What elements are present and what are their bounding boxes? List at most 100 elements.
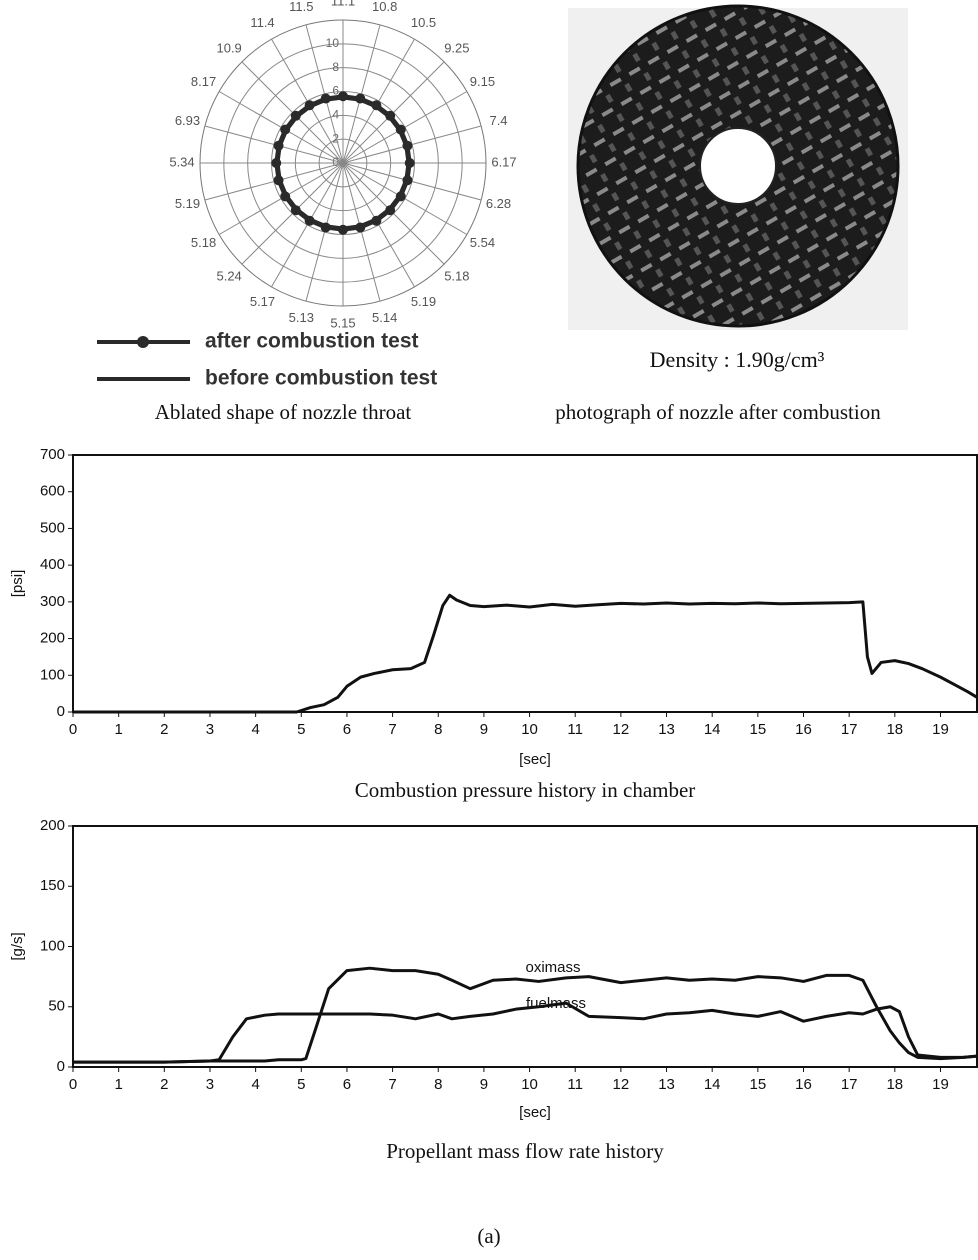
- angle-label: 5.14: [372, 310, 397, 325]
- x-tick-label: 16: [795, 1076, 812, 1093]
- y-tick-label: 600: [40, 483, 65, 500]
- y-tick-label: 300: [40, 593, 65, 610]
- chart-caption: Propellant mass flow rate history: [386, 1139, 664, 1163]
- series-line: [73, 595, 977, 712]
- x-tick-label: 15: [750, 1076, 767, 1093]
- x-tick-label: 13: [658, 1076, 675, 1093]
- r-tick-label: 10: [326, 36, 340, 50]
- r-tick-label: 4: [332, 108, 339, 122]
- angle-label: 11.4: [250, 15, 274, 30]
- x-tick-label: 1: [114, 1076, 122, 1093]
- angle-label: 10.5: [411, 15, 436, 30]
- nozzle-photo: [568, 6, 908, 330]
- angle-label: 5.15: [330, 315, 355, 330]
- photo-caption: Density : 1.90g/cm³: [650, 347, 825, 372]
- x-tick-label: 15: [750, 721, 767, 738]
- x-tick-label: 11: [567, 721, 583, 738]
- angle-label: 6.28: [486, 196, 511, 211]
- x-tick-label: 5: [297, 1076, 305, 1093]
- legend-label: after combustion test: [205, 330, 419, 353]
- y-tick-label: 200: [40, 630, 65, 647]
- x-tick-label: 12: [613, 1076, 630, 1093]
- x-tick-label: 0: [69, 721, 77, 738]
- x-tick-label: 2: [160, 721, 168, 738]
- x-tick-label: 0: [69, 1076, 77, 1093]
- series-line: [73, 1003, 977, 1062]
- x-tick-label: 1: [114, 721, 122, 738]
- photo-title: photograph of nozzle after combustion: [555, 400, 881, 424]
- angle-label: 5.34: [169, 154, 194, 169]
- x-tick-label: 11: [567, 1076, 583, 1093]
- figure-label: (a): [477, 1224, 500, 1248]
- figure: Density : 1.90g/cm³ photograph of nozzle…: [0, 0, 978, 1260]
- y-tick-label: 0: [57, 1058, 65, 1075]
- plot-frame: [73, 455, 977, 712]
- x-tick-label: 14: [704, 721, 721, 738]
- x-tick-label: 8: [434, 1076, 442, 1093]
- y-tick-label: 400: [40, 556, 65, 573]
- angle-label: 5.18: [191, 235, 216, 250]
- chart-caption: Combustion pressure history in chamber: [355, 778, 696, 802]
- angle-label: 5.18: [444, 268, 469, 283]
- x-tick-label: 12: [613, 721, 630, 738]
- legend-marker: [137, 336, 149, 348]
- angle-label: 11.5: [289, 0, 313, 14]
- y-tick-label: 0: [57, 703, 65, 720]
- x-tick-label: 18: [886, 1076, 903, 1093]
- angle-label: 9.15: [470, 74, 495, 89]
- x-tick-label: 9: [480, 1076, 488, 1093]
- x-tick-label: 19: [932, 721, 949, 738]
- series-label: fuelmass: [526, 995, 586, 1012]
- angle-label: 10.8: [372, 0, 397, 14]
- angle-label: 5.19: [175, 196, 200, 211]
- angle-label: 5.54: [470, 235, 495, 250]
- x-axis-label: [sec]: [519, 1104, 551, 1121]
- x-tick-label: 6: [343, 721, 351, 738]
- angle-label: 10.9: [216, 41, 241, 56]
- plot-frame: [73, 826, 977, 1067]
- x-tick-label: 17: [841, 721, 858, 738]
- legend-label: before combustion test: [205, 367, 437, 390]
- angle-label: 6.17: [491, 154, 516, 169]
- y-tick-label: 100: [40, 937, 65, 954]
- x-tick-label: 10: [521, 721, 538, 738]
- angle-label: 11.1: [331, 0, 355, 8]
- angle-label: 5.19: [411, 294, 436, 309]
- angle-label: 5.13: [289, 310, 314, 325]
- y-tick-label: 100: [40, 666, 65, 683]
- angle-label: 9.25: [444, 41, 469, 56]
- x-axis-label: [sec]: [519, 751, 551, 768]
- y-tick-label: 200: [40, 817, 65, 834]
- angle-label: 5.17: [250, 294, 275, 309]
- x-tick-label: 16: [795, 721, 812, 738]
- r-tick-label: 2: [332, 131, 339, 145]
- y-axis-label: [psi]: [9, 570, 26, 598]
- angle-label: 6.93: [175, 113, 200, 128]
- x-tick-label: 7: [388, 1076, 396, 1093]
- x-tick-label: 4: [251, 1076, 259, 1093]
- x-tick-label: 9: [480, 721, 488, 738]
- r-tick-label: 8: [332, 60, 339, 74]
- angle-label: 7.4: [489, 113, 507, 128]
- x-tick-label: 3: [206, 1076, 214, 1093]
- x-tick-label: 13: [658, 721, 675, 738]
- x-tick-label: 2: [160, 1076, 168, 1093]
- x-tick-label: 19: [932, 1076, 949, 1093]
- series-label: oximass: [525, 959, 580, 976]
- x-tick-label: 6: [343, 1076, 351, 1093]
- angle-label: 8.17: [191, 74, 216, 89]
- x-tick-label: 10: [521, 1076, 538, 1093]
- y-tick-label: 150: [40, 877, 65, 894]
- y-tick-label: 700: [40, 446, 65, 463]
- x-tick-label: 14: [704, 1076, 721, 1093]
- angle-label: 5.24: [216, 268, 241, 283]
- x-tick-label: 7: [388, 721, 396, 738]
- x-tick-label: 8: [434, 721, 442, 738]
- x-tick-label: 5: [297, 721, 305, 738]
- y-tick-label: 50: [48, 998, 65, 1015]
- chart-caption: Ablated shape of nozzle throat: [155, 400, 412, 424]
- x-tick-label: 3: [206, 721, 214, 738]
- x-tick-label: 4: [251, 721, 259, 738]
- x-tick-label: 17: [841, 1076, 858, 1093]
- x-tick-label: 18: [886, 721, 903, 738]
